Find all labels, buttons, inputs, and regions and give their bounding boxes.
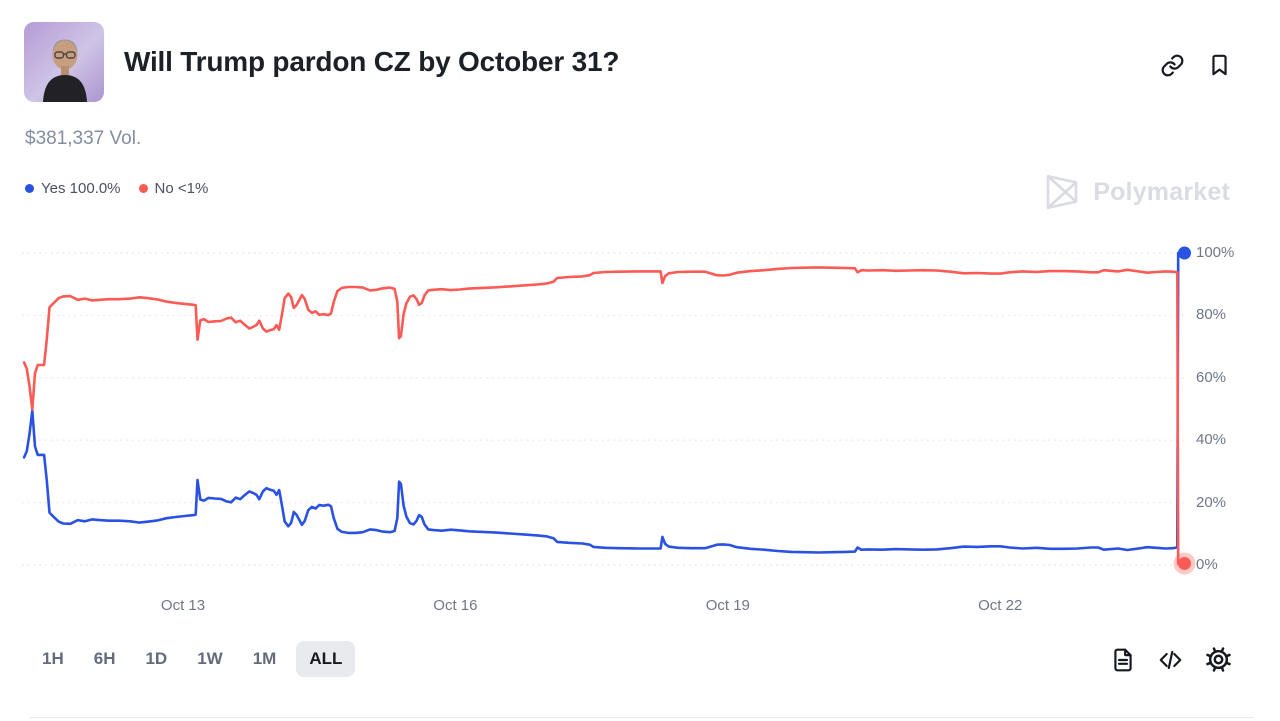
chart-area[interactable] [0,240,1280,580]
bottom-divider [30,717,1254,718]
volume-text: $381,337 Vol. [25,128,142,149]
yes-line [22,251,1186,554]
time-range-controls: 1H 6H 1D 1W 1M ALL [32,641,356,677]
range-button-1h[interactable]: 1H [32,641,74,677]
range-button-1m[interactable]: 1M [243,641,287,677]
legend-no-label: No <1% [154,180,209,197]
legend-item-no: No <1% [138,180,209,197]
legend-item-yes: Yes 100.0% [25,180,121,197]
no-dot-icon [138,184,148,193]
range-button-6h[interactable]: 6H [84,641,126,677]
y-axis-label: 0% [1196,556,1218,573]
polymarket-logo-icon [1046,174,1078,210]
legend-yes-label: Yes 100.0% [41,180,121,197]
header-actions [1160,52,1232,78]
price-chart[interactable] [0,240,1280,580]
y-axis-label: 60% [1196,368,1227,386]
market-avatar [24,22,104,102]
notes-icon[interactable] [1110,647,1136,673]
yes-end-dot [1178,246,1191,260]
x-axis-label: Oct 16 [433,597,478,614]
settings-gear-icon[interactable] [1205,646,1232,673]
x-axis-label: Oct 13 [160,597,206,614]
page-title: Will Trump pardon CZ by October 31? [124,46,620,77]
y-axis-label: 40% [1196,431,1227,449]
x-axis-label: Oct 19 [705,597,750,614]
range-button-1w[interactable]: 1W [187,641,233,677]
footer-actions [1110,646,1232,673]
yes-dot-icon [25,184,34,193]
range-button-all[interactable]: ALL [296,641,356,677]
y-axis-label: 100% [1196,244,1235,261]
no-end-dot [1178,556,1191,570]
x-axis-label: Oct 22 [978,597,1023,614]
watermark-text: Polymarket [1093,177,1230,206]
avatar-image [24,22,104,102]
market-header: Will Trump pardon CZ by October 31? [24,22,619,102]
chart-legend: Yes 100.0% No <1% [25,180,208,197]
bookmark-icon[interactable] [1207,52,1232,78]
link-icon[interactable] [1160,53,1185,78]
polymarket-watermark: Polymarket [1041,171,1230,213]
no-line [22,266,1186,565]
range-button-1d[interactable]: 1D [135,641,177,677]
y-axis-label: 20% [1196,493,1227,511]
y-axis-label: 80% [1196,306,1227,324]
embed-code-icon[interactable] [1157,647,1184,673]
